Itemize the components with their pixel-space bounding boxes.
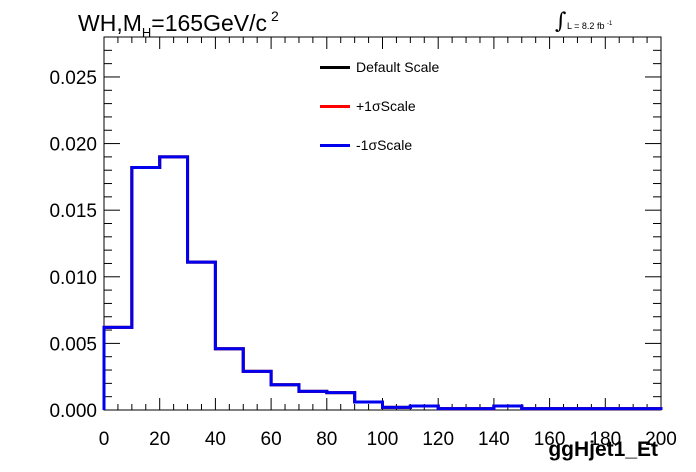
x-tick-label: 100 [367, 429, 399, 450]
x-tick-label: 0 [99, 429, 110, 450]
x-axis-label: ggHjet1_Et [548, 438, 658, 461]
legend-label-plus-sigma: +1σScale [356, 98, 416, 114]
x-tick-label: 160 [534, 429, 566, 450]
legend-label-minus-sigma: -1σScale [356, 137, 413, 153]
y-tick-label: 0.020 [49, 135, 97, 156]
x-tick-label: 80 [316, 429, 337, 450]
series-line-2 [102, 155, 663, 411]
y-tick-label: 0.015 [49, 201, 97, 222]
lumi-superscript: -1 [606, 21, 613, 27]
y-tick-label: 0.025 [49, 68, 97, 89]
integral-icon: ∫ [555, 9, 567, 34]
x-tick-label: 20 [149, 429, 170, 450]
y-tick-label: 0.000 [49, 401, 97, 422]
lumi-text: L = 8.2 fb [567, 21, 605, 31]
x-tick-label: 180 [589, 429, 621, 450]
title-subscript: H [141, 25, 152, 40]
legend-entry-default: Default Scale [320, 58, 439, 76]
x-tick-label: 140 [478, 429, 510, 450]
x-tick-label: 60 [261, 429, 282, 450]
axes [103, 36, 662, 411]
title-rest: =165GeV/c [151, 10, 267, 36]
tick-labels: 0 20 40 60 80 100 120 140 160 180 200 0.000 0.005 0.0… [49, 68, 676, 450]
chart-title: WH,MH=165GeV/c 2 [78, 8, 279, 40]
legend-entry-plus-sigma: +1σScale [320, 97, 416, 115]
y-tick-label: 0.005 [49, 334, 97, 355]
title-main: WH,M [78, 10, 142, 36]
series-layer [102, 155, 663, 411]
legend-line-plus-sigma [320, 104, 350, 108]
x-tick-label: 200 [645, 429, 677, 450]
legend-label-default: Default Scale [356, 59, 440, 75]
title-superscript: 2 [270, 8, 279, 24]
legend-line-minus-sigma [320, 143, 350, 147]
y-tick-label: 0.010 [49, 268, 97, 289]
x-tick-label: 40 [205, 429, 226, 450]
x-tick-label: 120 [422, 429, 454, 450]
legend-entry-minus-sigma: -1σScale [320, 136, 412, 154]
legend-line-default [320, 65, 350, 69]
